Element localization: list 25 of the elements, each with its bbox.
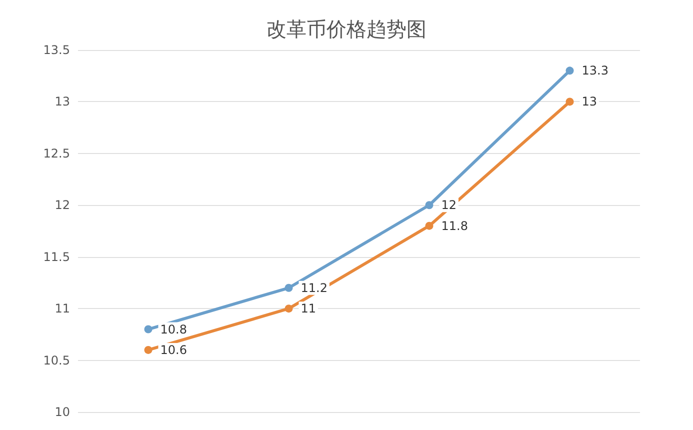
data-label: 13.3 — [582, 64, 608, 78]
point — [425, 201, 434, 210]
data-label: 12 — [441, 198, 457, 212]
data-label: 10.6 — [160, 342, 187, 357]
y-tick-label: 13.5 — [43, 43, 70, 57]
y-tick-label: 10 — [54, 405, 70, 419]
y-tick-label: 11.5 — [43, 250, 70, 264]
y-tick-label: 13 — [54, 94, 70, 109]
point — [144, 325, 152, 334]
data-label: 11 — [300, 302, 316, 316]
y-tick-label: 12 — [54, 198, 70, 212]
chart-title: 改革币价格趋势图 — [266, 17, 426, 41]
data-label: 10.8 — [160, 322, 187, 336]
point — [566, 66, 574, 75]
y-tick-label: 11 — [54, 302, 70, 316]
point — [144, 346, 152, 354]
data-label: 13 — [582, 94, 598, 109]
point — [425, 222, 434, 230]
data-label: 11.8 — [441, 218, 468, 233]
point — [566, 98, 574, 106]
point — [284, 304, 293, 313]
y-tick-label: 12.5 — [43, 146, 70, 160]
y-tick-label: 10.5 — [43, 353, 70, 368]
point — [284, 284, 293, 292]
data-label: 11.2 — [300, 280, 328, 295]
